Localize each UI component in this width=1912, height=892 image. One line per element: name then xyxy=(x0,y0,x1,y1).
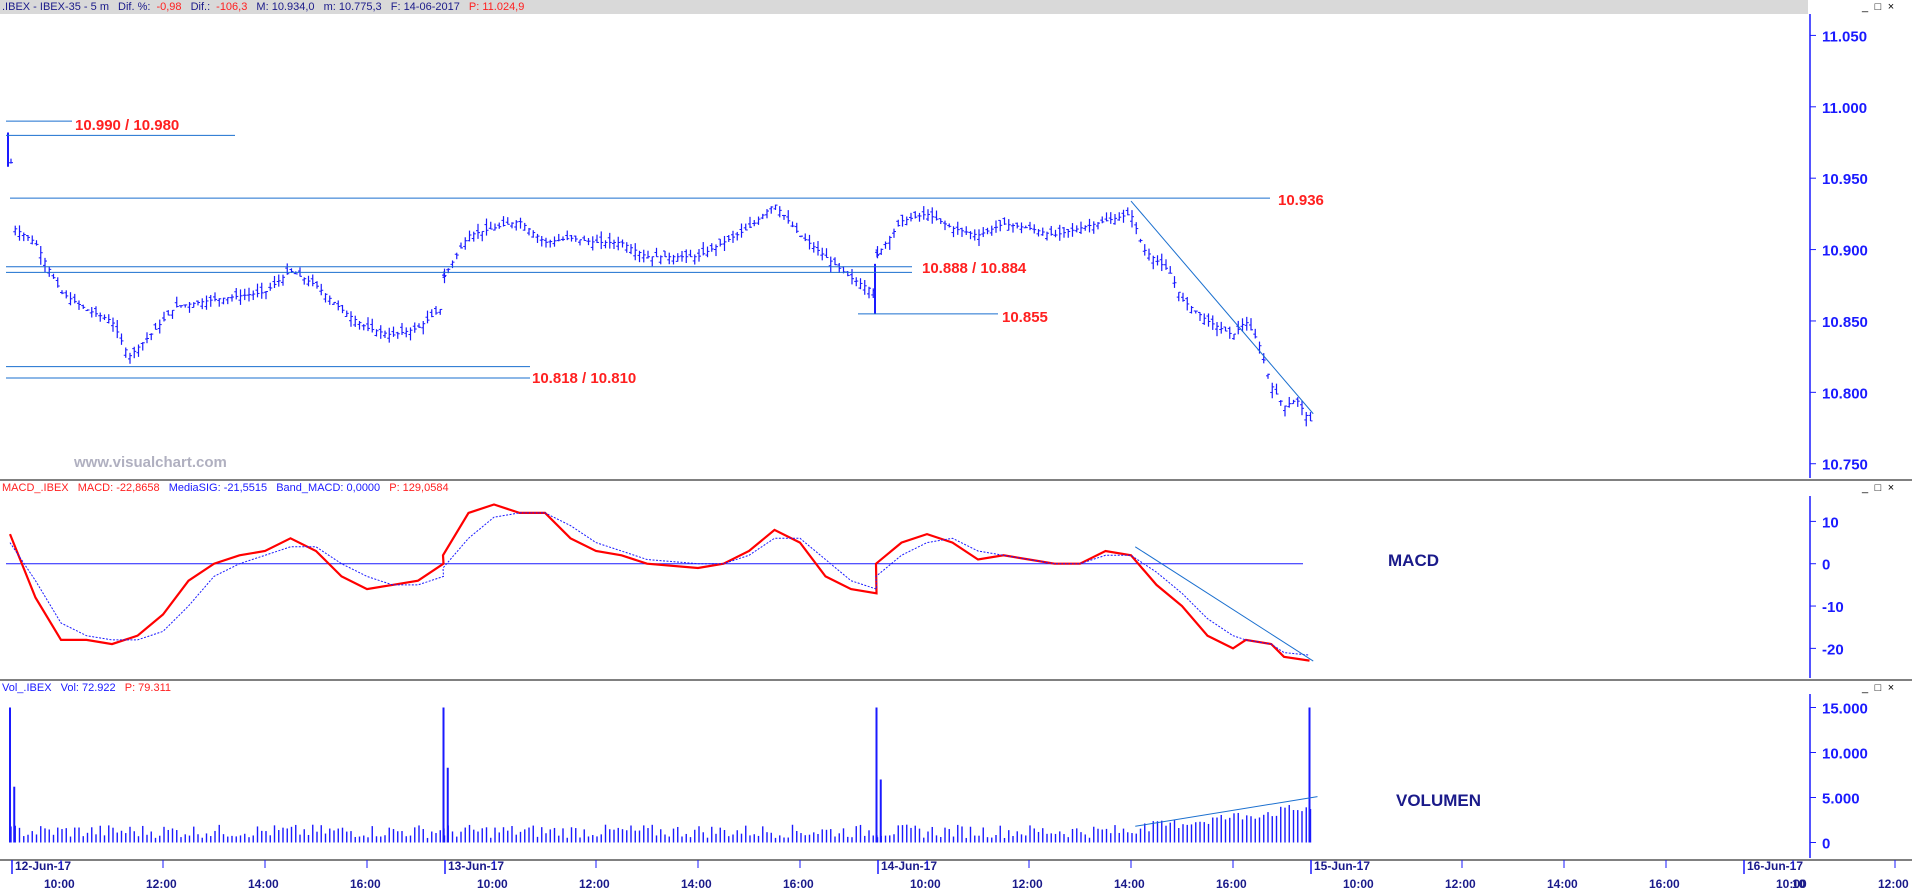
x-time-label: 14:00 xyxy=(1114,877,1145,891)
volume-window-controls: _ □ × xyxy=(1860,682,1896,694)
volume-trendline xyxy=(1135,796,1318,827)
x-time-label: 10:00 xyxy=(477,877,508,891)
date-value: F: 14-06-2017 xyxy=(390,1,460,13)
price-axis-tick-label: 10.750 xyxy=(1822,457,1868,474)
price-panel-header: .IBEX - IBEX-35 - 5 m Dif. %: -0,98 Dif.:… xyxy=(0,0,1808,14)
price-axis-tick-label: 10.800 xyxy=(1822,385,1868,402)
max-value: M: 10.934,0 xyxy=(256,1,315,13)
macd-value: MACD: -22,8658 xyxy=(77,482,160,494)
price-level-label: 10.818 / 10.810 xyxy=(532,370,636,387)
minimize-button[interactable]: _ xyxy=(1861,482,1869,494)
volume-axis-tick-label: 0 xyxy=(1822,836,1830,853)
dif-pct-label: Dif. %: xyxy=(118,1,151,13)
maximize-button[interactable]: □ xyxy=(1874,482,1882,494)
price-axis-tick-label: 11.000 xyxy=(1822,100,1867,117)
macd-signal-value: MediaSIG: -21,5515 xyxy=(168,482,268,494)
close-button[interactable]: × xyxy=(1887,482,1895,494)
price-value: P: 11.024,9 xyxy=(468,1,525,13)
price-level-label: 10.990 / 10.980 xyxy=(75,117,179,134)
price-level-label: 10.888 / 10.884 xyxy=(922,260,1027,277)
panel-frames xyxy=(0,14,1912,861)
x-time-label: 16:00 xyxy=(350,877,381,891)
dif-value: -106,3 xyxy=(216,1,248,13)
price-level-label: 10.936 xyxy=(1278,192,1324,209)
x-time-label: 12:00 xyxy=(1445,877,1476,891)
maximize-button[interactable]: □ xyxy=(1874,682,1882,694)
volume-axis-tick-label: 5.000 xyxy=(1822,791,1860,808)
price-trendline xyxy=(1130,200,1314,415)
x-time-label: 16:00 xyxy=(1216,877,1247,891)
x-time-label: 10:00 xyxy=(1343,877,1374,891)
macd-signal-line xyxy=(9,512,1310,656)
x-time-label: 14:00 xyxy=(681,877,712,891)
volume-plot xyxy=(9,707,1318,843)
x-time-label: 10:00 xyxy=(1776,877,1807,891)
dif-pct-value: -0,98 xyxy=(156,1,182,13)
x-time-label: 16:00 xyxy=(783,877,814,891)
axes: 10.750 10.800 10.850 10.900 10.950 11.000 11.0… xyxy=(11,28,1909,891)
x-date-label: 14-Jun-17 xyxy=(881,859,937,873)
watermark: www.visualchart.com xyxy=(73,454,227,471)
x-time-label: 14:00 xyxy=(248,877,279,891)
price-plot xyxy=(7,132,1313,427)
volume-axis-tick-label: 10.000 xyxy=(1822,746,1868,763)
minimize-button[interactable]: _ xyxy=(1861,682,1869,694)
macd-axis-tick-label: 10 xyxy=(1822,514,1839,531)
x-time-label: 14:00 xyxy=(1547,877,1578,891)
macd-panel-label: MACD xyxy=(1388,551,1439,570)
x-time-label: 10:00 xyxy=(44,877,75,891)
macd-name: MACD_.IBEX xyxy=(2,482,69,494)
dif-label: Dif.: xyxy=(190,1,211,13)
macd-window-controls: _ □ × xyxy=(1860,482,1896,494)
x-date-label: 12-Jun-17 xyxy=(15,859,71,873)
macd-price-value: P: 129,0584 xyxy=(389,482,449,494)
macd-axis-tick-label: -10 xyxy=(1822,599,1844,616)
macd-axis-tick-label: -20 xyxy=(1822,641,1844,658)
x-date-label: 16-Jun-17 xyxy=(1747,859,1803,873)
price-axis-tick-label: 10.950 xyxy=(1822,171,1868,188)
macd-band-value: Band_MACD: 0,0000 xyxy=(276,482,381,494)
maximize-button[interactable]: □ xyxy=(1874,1,1882,13)
symbol-label: .IBEX - IBEX-35 - 5 m xyxy=(2,1,109,13)
x-time-label: 12:00 xyxy=(146,877,177,891)
x-time-label: 10:00 xyxy=(910,877,941,891)
x-date-label: 15-Jun-17 xyxy=(1314,859,1370,873)
x-last-label: 10 xyxy=(1792,877,1806,891)
price-window-controls: _ □ × xyxy=(1860,1,1896,13)
price-level-label: 10.855 xyxy=(1002,309,1048,326)
close-button[interactable]: × xyxy=(1887,682,1895,694)
x-time-label: 12:00 xyxy=(579,877,610,891)
x-time-label: 12:00 xyxy=(1012,877,1043,891)
price-levels: 10.990 / 10.980 10.936 10.888 / 10.884 10.8… xyxy=(6,117,1324,415)
volume-panel-header: Vol_.IBEX Vol: 72.922 P: 79.311 xyxy=(0,681,1808,695)
price-axis-tick-label: 11.050 xyxy=(1822,28,1867,45)
min-value: m: 10.775,3 xyxy=(323,1,382,13)
price-axis-tick-label: 10.900 xyxy=(1822,243,1868,260)
macd-axis-tick-label: 0 xyxy=(1822,557,1830,574)
minimize-button[interactable]: _ xyxy=(1861,1,1869,13)
volume-axis-tick-label: 15.000 xyxy=(1822,701,1868,718)
vol-value: Vol: 72.922 xyxy=(60,682,116,694)
x-date-label: 13-Jun-17 xyxy=(448,859,504,873)
close-button[interactable]: × xyxy=(1887,1,1895,13)
vol-name: Vol_.IBEX xyxy=(2,682,52,694)
macd-line xyxy=(8,503,1310,662)
macd-panel-header: MACD_.IBEX MACD: -22,8658 MediaSIG: -21,… xyxy=(0,481,1808,495)
macd-trendline xyxy=(1134,546,1314,662)
price-axis-tick-label: 10.850 xyxy=(1822,314,1868,331)
volume-panel-label: VOLUMEN xyxy=(1396,791,1481,810)
macd-plot xyxy=(6,503,1314,662)
x-time-label: 12:00 xyxy=(1878,877,1909,891)
vol-price-value: P: 79.311 xyxy=(124,682,172,694)
x-time-label: 16:00 xyxy=(1649,877,1680,891)
